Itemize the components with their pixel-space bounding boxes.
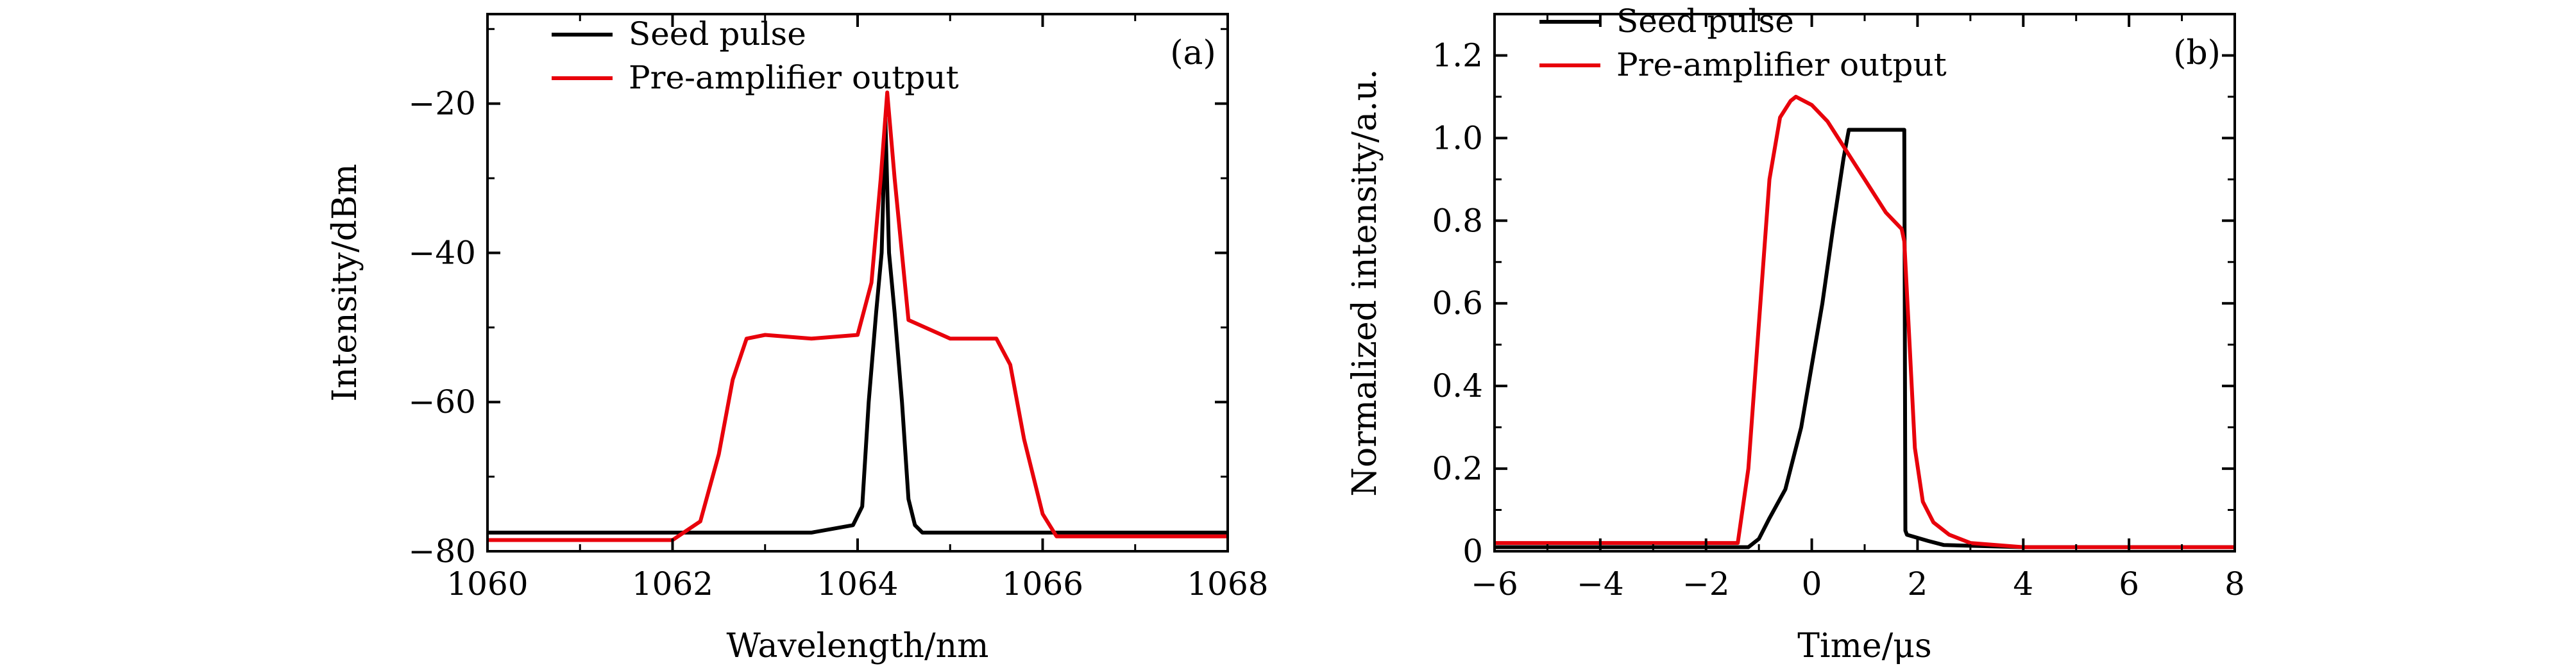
legend-entry: Pre-amplifier output: [629, 59, 959, 96]
x-tick-label: 8: [2224, 565, 2245, 603]
x-tick-label: 4: [2013, 565, 2033, 603]
y-tick-label: 0.4: [1432, 367, 1483, 404]
y-axis-label: Intensity/dBm: [326, 163, 364, 401]
y-tick-label: 1.2: [1432, 37, 1483, 74]
x-tick-label: 1066: [1002, 565, 1083, 603]
x-tick-label: 6: [2119, 565, 2139, 603]
legend-entry: Seed pulse: [1616, 3, 1794, 40]
y-tick-label: 0.8: [1432, 202, 1483, 239]
x-tick-label: 2: [1908, 565, 1928, 603]
y-tick-label: 0.2: [1432, 450, 1483, 487]
legend-entry: Pre-amplifier output: [1616, 46, 1947, 83]
legend-entry: Seed pulse: [629, 15, 806, 53]
panel-label: (a): [1170, 34, 1216, 72]
plot-frame: [1493, 13, 2236, 553]
y-tick-label: −40: [408, 234, 476, 271]
x-tick-label: 1068: [1187, 565, 1268, 603]
x-tick-label: −6: [1471, 565, 1518, 603]
y-tick-label: −80: [408, 533, 476, 570]
panel-a: 1060 1062 1064 1066 1068 −80 −60 −40 −20 Waveleng…: [326, 13, 1269, 665]
panel-b: −6 −4 −2 0 2 4 6 8 0 0.2 0.4 0.6 0.8 1.0 1.2 Time/μs Nor…: [1346, 3, 2245, 665]
series-line-0: [487, 116, 1228, 535]
x-tick-label: 1062: [632, 565, 713, 603]
series-line-1: [487, 90, 1228, 542]
y-tick-label: 0.6: [1432, 285, 1483, 322]
y-tick-label: −60: [408, 383, 476, 420]
x-tick-label: −2: [1682, 565, 1730, 603]
panel-label: (b): [2173, 34, 2221, 72]
x-axis-label: Time/μs: [1797, 627, 1931, 665]
y-tick-label: 1.0: [1432, 119, 1483, 156]
x-tick-label: 0: [1802, 565, 1822, 603]
y-tick-label: −20: [408, 85, 476, 122]
y-axis-label: Normalized intensity/a.u.: [1346, 69, 1384, 496]
x-axis-label: Wavelength/nm: [727, 627, 989, 665]
series-line-0: [1495, 128, 2235, 549]
series-line-1: [1495, 94, 2235, 549]
y-tick-label: 0: [1462, 533, 1483, 570]
x-tick-label: 1060: [446, 565, 528, 603]
x-tick-label: 1064: [817, 565, 898, 603]
x-tick-label: −4: [1577, 565, 1624, 603]
